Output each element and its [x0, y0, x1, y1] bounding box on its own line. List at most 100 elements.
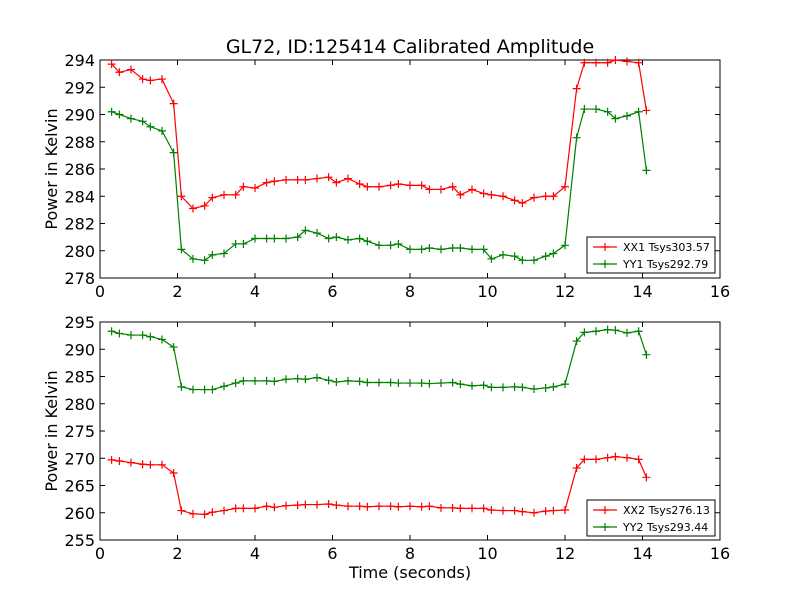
- x-tick-label: 12: [555, 544, 575, 563]
- data-point: [561, 241, 569, 250]
- data-point: [499, 383, 507, 392]
- data-point: [115, 329, 124, 338]
- data-point: [208, 193, 217, 202]
- data-point: [208, 385, 217, 394]
- data-point: [363, 237, 372, 246]
- data-point: [115, 456, 124, 465]
- data-point: [530, 193, 538, 202]
- data-point: [375, 502, 383, 511]
- data-point: [437, 245, 445, 254]
- data-point: [251, 184, 259, 193]
- data-point: [425, 379, 434, 388]
- data-point: [332, 178, 341, 187]
- data-point: [448, 244, 457, 253]
- legend-marker: [601, 260, 609, 268]
- legend-marker: [601, 506, 609, 514]
- data-point: [189, 385, 197, 394]
- data-point: [611, 326, 620, 335]
- x-tick-label: 16: [710, 544, 730, 563]
- data-point: [301, 226, 310, 235]
- legend-marker: [601, 523, 609, 531]
- data-point: [270, 377, 279, 386]
- legend-box: [586, 236, 716, 274]
- data-point: [448, 503, 457, 512]
- y-tick-label: 278: [64, 269, 95, 288]
- data-point: [107, 107, 116, 116]
- y-tick-label: 294: [64, 51, 95, 70]
- data-point: [487, 254, 496, 263]
- y-tick-label: 292: [64, 78, 95, 97]
- data-point: [417, 502, 426, 511]
- data-point: [332, 233, 341, 242]
- data-point: [394, 179, 403, 188]
- data-point: [146, 76, 155, 85]
- data-point: [282, 501, 290, 510]
- data-point: [313, 229, 321, 238]
- data-point: [208, 508, 217, 517]
- data-point: [487, 190, 496, 199]
- data-point: [541, 507, 550, 516]
- data-point: [530, 385, 538, 394]
- y-tick-label: 288: [64, 133, 95, 152]
- data-point: [231, 239, 240, 248]
- data-point: [634, 455, 643, 464]
- x-tick-label: 8: [405, 544, 415, 563]
- data-point: [324, 173, 333, 182]
- data-point: [177, 245, 186, 254]
- data-point: [510, 252, 519, 261]
- x-tick-label: 8: [405, 282, 415, 301]
- y-axis-label: Power in Kelvin: [42, 370, 61, 491]
- data-point: [169, 468, 178, 477]
- data-point: [146, 122, 155, 131]
- data-point: [293, 233, 302, 242]
- x-tick-label: 0: [95, 544, 105, 563]
- data-point: [293, 175, 302, 184]
- legend-label: YY1 Tsys292.79: [622, 258, 708, 271]
- bottom-plot: 0 2 4 6 8 10 12 14 16 255 260 265 270 275 280 285 290 295…: [42, 313, 730, 563]
- data-point: [189, 509, 197, 518]
- data-point: [189, 204, 197, 213]
- data-point: [324, 376, 333, 385]
- data-point: [355, 234, 364, 243]
- data-point: [499, 250, 507, 259]
- data-point: [107, 327, 116, 336]
- data-point: [363, 502, 372, 511]
- data-point: [313, 500, 321, 509]
- data-point: [158, 335, 166, 344]
- data-point: [355, 502, 364, 511]
- data-point: [386, 181, 395, 190]
- data-point: [634, 107, 643, 116]
- data-point: [239, 504, 248, 513]
- x-axis-label: Time (seconds): [348, 563, 471, 582]
- data-point: [518, 256, 527, 265]
- data-point: [177, 506, 186, 515]
- data-point: [375, 241, 383, 250]
- legend-marker: [601, 243, 609, 251]
- legend-label: YY2 Tsys293.44: [622, 521, 708, 534]
- data-point: [220, 382, 228, 391]
- data-point: [417, 181, 426, 190]
- data-point: [572, 84, 581, 93]
- data-point: [394, 502, 403, 511]
- data-point: [611, 56, 620, 64]
- y-tick-label: 265: [64, 477, 95, 496]
- data-point: [510, 382, 519, 391]
- data-point: [603, 325, 612, 334]
- data-point: [510, 196, 519, 205]
- data-point: [580, 455, 589, 464]
- data-point: [541, 192, 550, 201]
- data-point: [499, 192, 507, 201]
- y-tick-label: 260: [64, 504, 95, 523]
- x-tick-label: 12: [555, 282, 575, 301]
- x-tick-label: 2: [172, 544, 182, 563]
- data-point: [220, 249, 228, 258]
- data-point: [251, 504, 259, 513]
- data-point: [437, 185, 445, 194]
- data-point: [623, 57, 631, 66]
- data-point: [448, 182, 457, 191]
- data-point: [642, 350, 651, 359]
- data-point: [634, 327, 643, 336]
- x-tick-label: 0: [95, 282, 105, 301]
- data-point: [642, 106, 651, 115]
